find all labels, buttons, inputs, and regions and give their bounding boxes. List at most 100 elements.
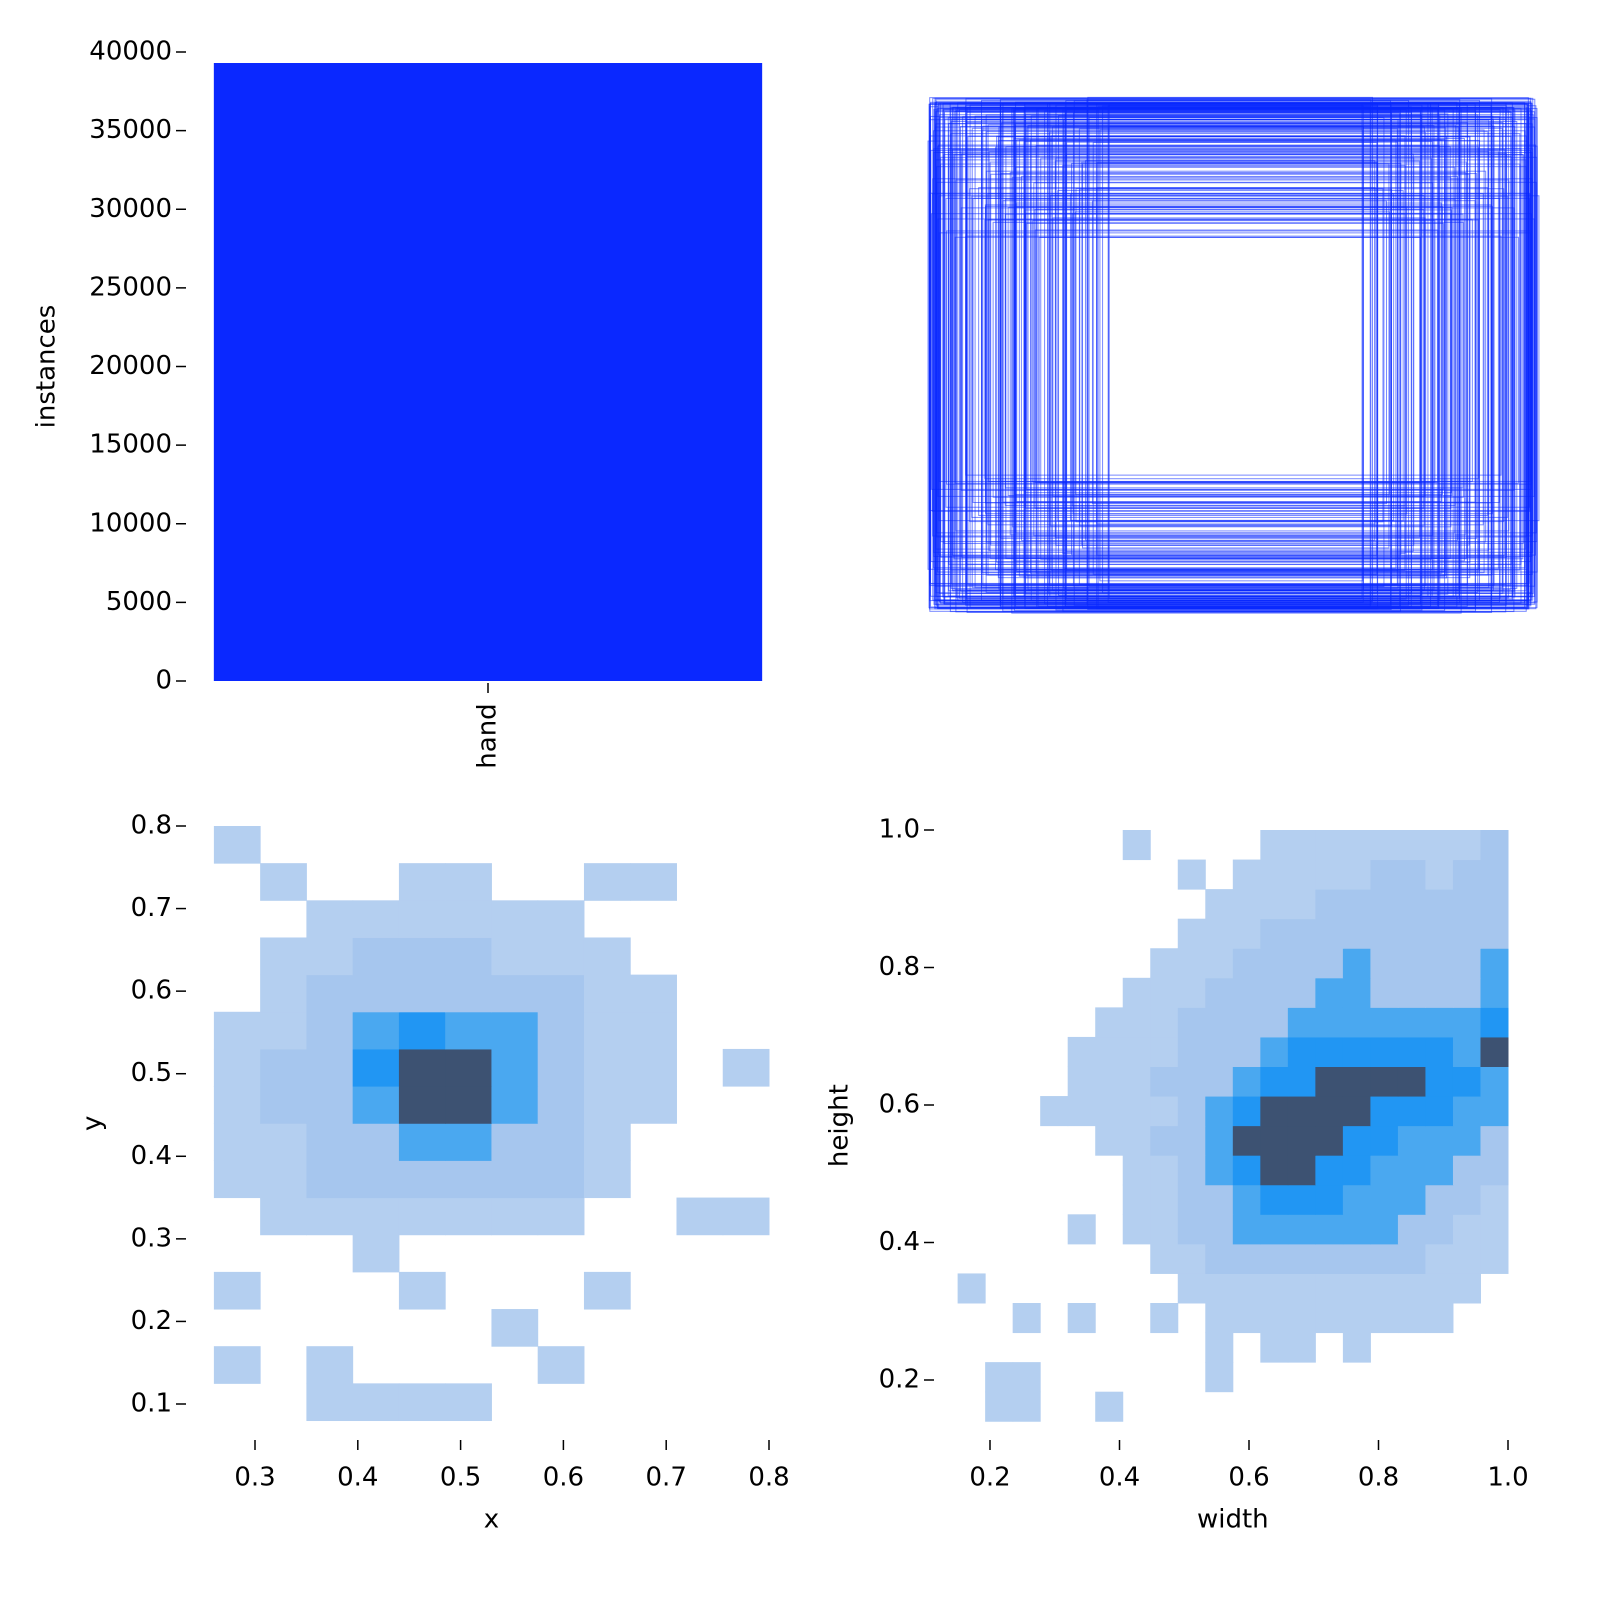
hist-cell [1177, 1155, 1206, 1186]
hist-cell [1425, 1007, 1454, 1038]
hist-cell [1370, 889, 1399, 920]
hist-cell [1452, 918, 1481, 949]
hist-cell [398, 1086, 446, 1124]
hist-cell [1480, 1125, 1509, 1156]
hist-cell [1205, 1243, 1234, 1274]
hist-cell [537, 1048, 585, 1087]
hist-cell [398, 1383, 446, 1422]
hist-cell [1067, 1214, 1096, 1245]
hist-cell [630, 1048, 677, 1087]
hist-cell [1095, 1391, 1124, 1422]
hist-cell [1452, 1125, 1481, 1156]
hist-cell [1315, 1066, 1344, 1097]
hist-cell [1452, 1096, 1481, 1127]
hist-cell [1177, 918, 1206, 949]
y-axis-label: y [78, 1116, 108, 1131]
box-outline [1075, 188, 1384, 523]
hist-cell [213, 1086, 261, 1124]
hist-cell [1150, 1036, 1179, 1067]
hist-cell [1232, 948, 1261, 979]
y-tick-label: 0.3 [131, 1223, 172, 1253]
hist-cell [1287, 918, 1316, 949]
hist-cell [1177, 977, 1206, 1008]
hist-cell [583, 937, 631, 976]
hist-cell [352, 974, 400, 1013]
hist-cell [1177, 1214, 1206, 1245]
hist-cell [1397, 1155, 1426, 1186]
hist-cell [306, 974, 354, 1013]
box-outline [960, 207, 1515, 491]
hist-cell [537, 1123, 585, 1161]
hist-cell [1342, 1303, 1371, 1334]
x-tick-label: 0.2 [969, 1463, 1010, 1493]
hist-cell [1315, 948, 1344, 979]
box-outline [985, 170, 1487, 543]
hist-cell [1342, 1184, 1371, 1215]
hist-cell [491, 1011, 539, 1050]
box-outline [965, 235, 1502, 476]
box-outline [971, 127, 1503, 589]
hist-cell [1452, 1007, 1481, 1038]
hist-cell [1205, 1066, 1234, 1097]
hist-cell [1122, 1007, 1151, 1038]
hist-cell [213, 1048, 261, 1087]
hist-cell [213, 1346, 261, 1384]
hist-cell [1315, 977, 1344, 1008]
hist-cell [445, 863, 492, 901]
hist-cell [1150, 1303, 1179, 1334]
hist-cell [1397, 977, 1426, 1008]
hist-cell [1370, 1214, 1399, 1245]
hist-cell [1397, 889, 1426, 920]
hist-cell [445, 1197, 492, 1236]
hist-cell [213, 1123, 261, 1161]
hist-cell [957, 1273, 986, 1304]
hist-cell [1012, 1303, 1041, 1334]
box-outline [1078, 128, 1398, 585]
hist-cell [1205, 948, 1234, 979]
box-outline [1002, 110, 1477, 612]
box-outline [1096, 162, 1378, 556]
hist-cell [352, 1086, 400, 1124]
hist-cell [1095, 1007, 1124, 1038]
hist-cell [1150, 948, 1179, 979]
x-tick-label: 1.0 [1487, 1463, 1528, 1493]
hist-cell [1452, 1155, 1481, 1186]
hist-cell [537, 1011, 585, 1050]
hist-cell [445, 1383, 492, 1422]
hist-cell [1425, 948, 1454, 979]
hist-cell [1397, 830, 1426, 861]
hist-cell [1315, 1036, 1344, 1067]
hist-cell [1122, 1125, 1151, 1156]
hist-cell [491, 1309, 539, 1347]
y-tick-label: 0.2 [131, 1306, 172, 1336]
box-outline [960, 125, 1516, 592]
hist-cell [676, 1197, 724, 1236]
hist-cell [1425, 1184, 1454, 1215]
hist-cell [1205, 1214, 1234, 1245]
hist-cell [1425, 889, 1454, 920]
box-outline [1099, 129, 1364, 582]
box-outline [1097, 105, 1371, 608]
box-outline [1081, 161, 1379, 546]
hist-cell [1095, 1125, 1124, 1156]
hist-cell [1287, 1303, 1316, 1334]
hist-cell [1342, 1155, 1371, 1186]
hist-cell [352, 1234, 400, 1273]
hist-cell [398, 1011, 446, 1050]
hist-cell [1260, 1066, 1289, 1097]
box-outline [932, 178, 1533, 537]
x-tick-label: 0.4 [1099, 1463, 1140, 1493]
hist-cell [1260, 1214, 1289, 1245]
hist-cell [1342, 1125, 1371, 1156]
x-tick-label: 0.3 [234, 1463, 275, 1493]
hist-cell [491, 937, 539, 976]
hist-cell [583, 1160, 631, 1199]
hist-cell [1480, 1155, 1509, 1186]
hist-cell [306, 1011, 354, 1050]
box-outline [1054, 160, 1421, 538]
hist-cell [445, 974, 492, 1013]
hist-cell [1480, 1096, 1509, 1127]
hist-cell [1370, 1036, 1399, 1067]
hist-cell [398, 1123, 446, 1161]
box-outline [937, 218, 1535, 497]
